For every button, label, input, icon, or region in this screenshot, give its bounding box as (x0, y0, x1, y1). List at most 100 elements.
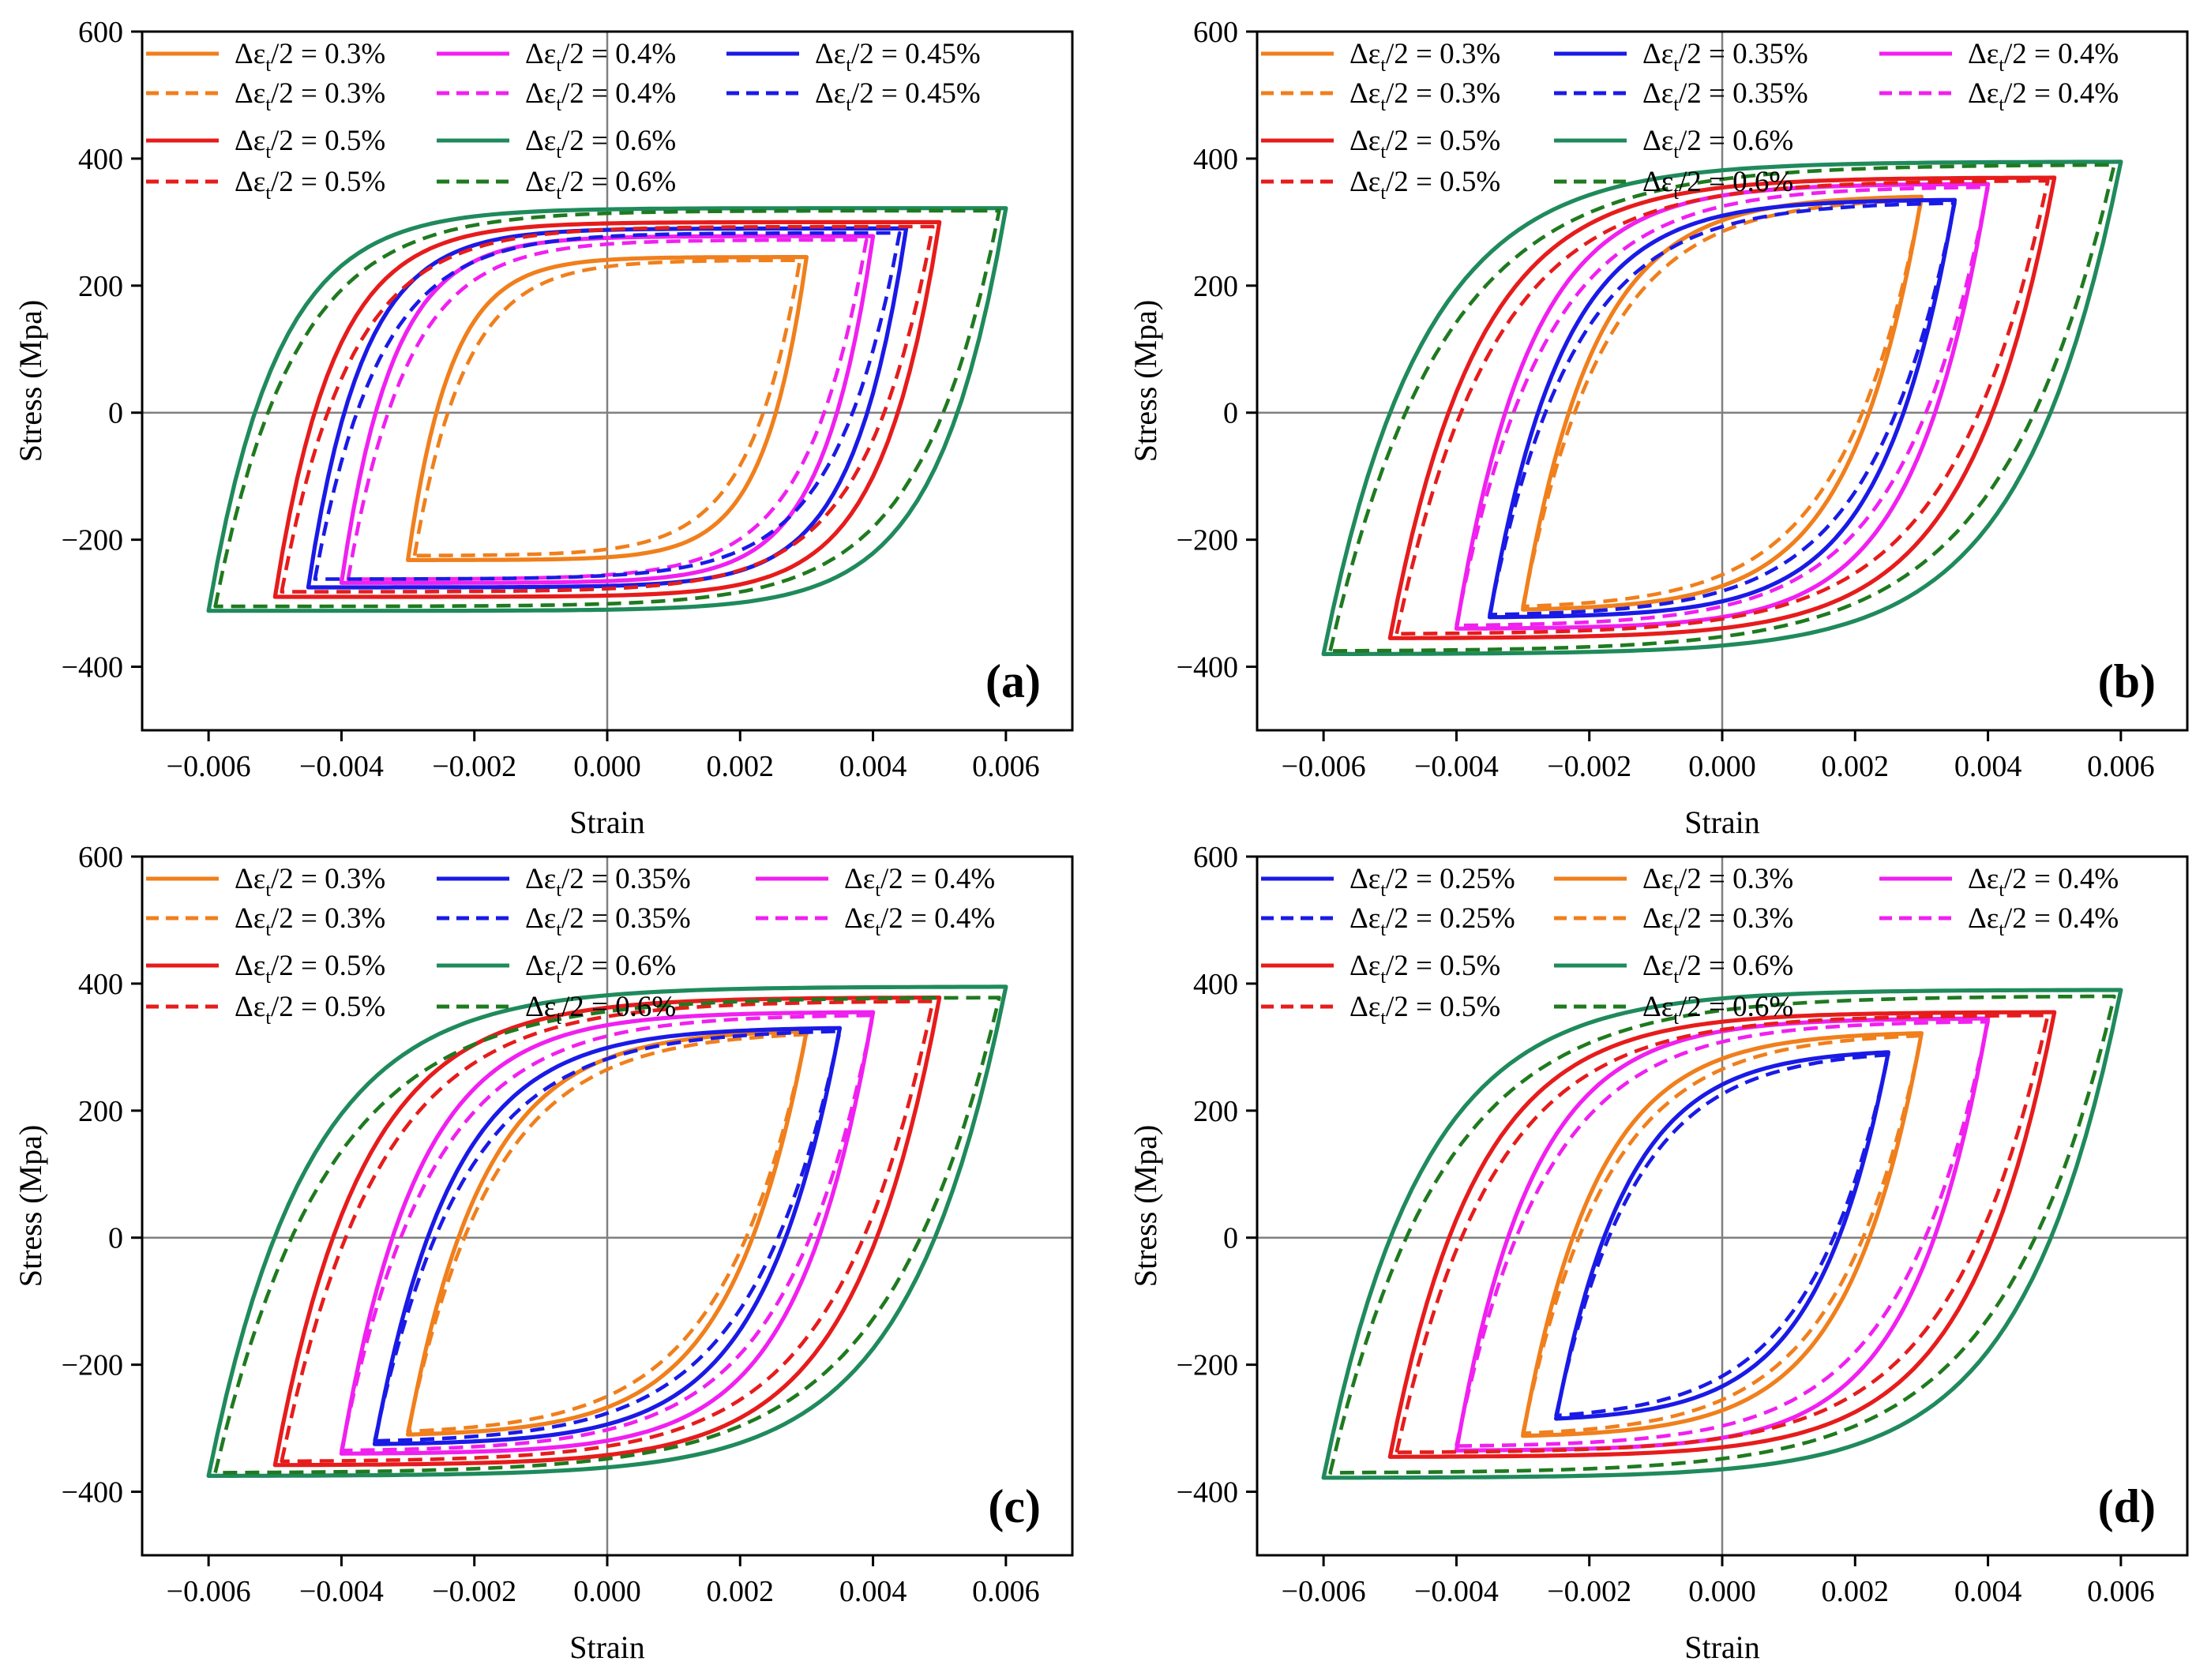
series-line (339, 234, 876, 585)
legend-entry: Δεt/2 = 0.4% (756, 863, 995, 901)
legend-entry: Δεt/2 = 0.25% (1261, 863, 1515, 901)
x-tick-label: −0.002 (432, 1575, 516, 1608)
y-axis-title: Stress (Mpa) (1128, 1125, 1163, 1288)
x-tick-label: 0.002 (1822, 750, 1890, 783)
series-line (272, 219, 942, 599)
legend-label: Δεt/2 = 0.4% (525, 38, 676, 76)
y-axis-title: Stress (Mpa) (13, 1125, 48, 1288)
series-line (1455, 1019, 1990, 1448)
legend-label: Δεt/2 = 0.3% (1642, 902, 1793, 940)
legend-entry: Δεt/2 = 0.5% (1261, 950, 1500, 988)
legend-entry: Δεt/2 = 0.5% (1261, 991, 1500, 1029)
legend-entry: Δεt/2 = 0.25% (1261, 902, 1515, 940)
x-tick-label: 0.000 (573, 750, 641, 783)
legend-label: Δεt/2 = 0.6% (525, 125, 676, 163)
legend: Δεt/2 = 0.3% Δεt/2 = 0.35% Δεt/2 = 0.4%Δεt… (1261, 38, 2119, 204)
legend-entry: Δεt/2 = 0.35% (437, 863, 691, 901)
series-line (406, 255, 809, 562)
series-line (1455, 185, 1990, 628)
legend-entry: Δεt/2 = 0.5% (1261, 166, 1500, 204)
y-tick-label: 400 (78, 143, 123, 176)
x-axis-title: Strain (1684, 1629, 1760, 1665)
y-tick-label: −200 (62, 524, 123, 557)
y-tick-label: 0 (108, 1222, 123, 1255)
panel-d: −0.006 −0.004 −0.002 0.000 0.002 0.004 0.006 −4… (1128, 841, 2189, 1665)
legend-label: Δεt/2 = 0.45% (815, 77, 981, 115)
legend-label: Δεt/2 = 0.35% (1642, 77, 1808, 115)
series-line (1328, 994, 2116, 1475)
legend-entry: Δεt/2 = 0.4% (1879, 863, 2119, 901)
series-line (1321, 988, 2123, 1480)
panel-label: (b) (2098, 655, 2156, 707)
y-tick-label: 0 (108, 397, 123, 430)
x-tick-label: 0.002 (707, 1575, 775, 1608)
x-tick-label: −0.002 (1547, 750, 1631, 783)
legend-entry: Δεt/2 = 0.4% (756, 902, 995, 940)
panel-a: −0.006 −0.004 −0.002 0.000 0.002 0.004 0.006 −4… (13, 16, 1074, 840)
legend-entry: Δεt/2 = 0.4% (437, 38, 676, 76)
x-tick-label: −0.004 (299, 1575, 384, 1608)
legend-label: Δεt/2 = 0.3% (235, 863, 385, 901)
legend-entry: Δεt/2 = 0.6% (437, 125, 676, 163)
x-tick-label: 0.004 (839, 750, 907, 783)
legend: Δεt/2 = 0.25% Δεt/2 = 0.3% Δεt/2 = 0.4% Δεt… (1261, 863, 2119, 1029)
series-line (1454, 182, 1991, 631)
legend-entry: Δεt/2 = 0.6% (437, 166, 676, 204)
x-tick-label: −0.002 (432, 750, 516, 783)
legend-label: Δεt/2 = 0.5% (235, 125, 385, 163)
panel-label: (c) (988, 1480, 1041, 1532)
x-tick-label: 0.004 (1954, 750, 2022, 783)
legend-label: Δεt/2 = 0.6% (1642, 166, 1793, 204)
x-tick-label: 0.004 (839, 1575, 907, 1608)
y-axis-title: Stress (Mpa) (13, 300, 48, 463)
y-tick-label: 600 (1193, 841, 1238, 874)
legend-entry: Δεt/2 = 0.35% (1554, 77, 1808, 115)
legend-entry: Δεt/2 = 0.6% (1554, 950, 1793, 988)
legend-label: Δεt/2 = 0.3% (235, 902, 385, 940)
legend-entry: Δεt/2 = 0.6% (437, 991, 676, 1029)
legend-label: Δεt/2 = 0.45% (815, 38, 981, 76)
legend-entry: Δεt/2 = 0.3% (146, 863, 385, 901)
x-tick-label: −0.004 (1414, 1575, 1499, 1608)
x-tick-label: −0.006 (167, 1575, 251, 1608)
x-axis-title: Strain (569, 1629, 645, 1665)
legend-entry: Δεt/2 = 0.6% (437, 950, 676, 988)
y-tick-label: −400 (1177, 1476, 1238, 1509)
x-tick-label: −0.004 (1414, 750, 1499, 783)
legend-label: Δεt/2 = 0.4% (525, 77, 676, 115)
series-group (1321, 988, 2123, 1480)
legend-label: Δεt/2 = 0.25% (1349, 863, 1515, 901)
x-tick-label: −0.006 (167, 750, 251, 783)
x-tick-label: −0.006 (1282, 750, 1366, 783)
legend-label: Δεt/2 = 0.5% (1349, 166, 1500, 204)
series-line (213, 996, 1001, 1475)
legend-entry: Δεt/2 = 0.3% (146, 77, 385, 115)
y-tick-label: −400 (62, 1476, 123, 1509)
y-tick-label: 600 (1193, 16, 1238, 49)
legend-label: Δεt/2 = 0.3% (1642, 863, 1793, 901)
legend-entry: Δεt/2 = 0.6% (1554, 166, 1793, 204)
legend-label: Δεt/2 = 0.5% (235, 991, 385, 1029)
x-tick-label: 0.006 (972, 750, 1040, 783)
legend-entry: Δεt/2 = 0.5% (146, 950, 385, 988)
legend-entry: Δεt/2 = 0.4% (1879, 38, 2119, 76)
legend-entry: Δεt/2 = 0.3% (1554, 902, 1793, 940)
series-line (372, 1026, 843, 1446)
series-line (1454, 1016, 1991, 1453)
series-line (1521, 1031, 1924, 1438)
panel-c: −0.006 −0.004 −0.002 0.000 0.002 0.004 0.006 −4… (13, 841, 1074, 1665)
series-line (1387, 175, 2057, 640)
y-tick-label: 400 (78, 968, 123, 1001)
y-tick-label: 600 (78, 841, 123, 874)
series-line (206, 206, 1008, 613)
legend-label: Δεt/2 = 0.4% (1968, 863, 2119, 901)
legend-entry: Δεt/2 = 0.3% (1261, 38, 1500, 76)
legend-entry: Δεt/2 = 0.5% (146, 991, 385, 1029)
y-tick-label: 0 (1223, 397, 1238, 430)
legend-entry: Δεt/2 = 0.35% (1554, 38, 1808, 76)
y-tick-label: −200 (62, 1349, 123, 1382)
legend-entry: Δεt/2 = 0.4% (1879, 77, 2119, 115)
x-tick-label: 0.002 (1822, 1575, 1890, 1608)
legend-label: Δεt/2 = 0.5% (235, 950, 385, 988)
legend-label: Δεt/2 = 0.4% (1968, 38, 2119, 76)
